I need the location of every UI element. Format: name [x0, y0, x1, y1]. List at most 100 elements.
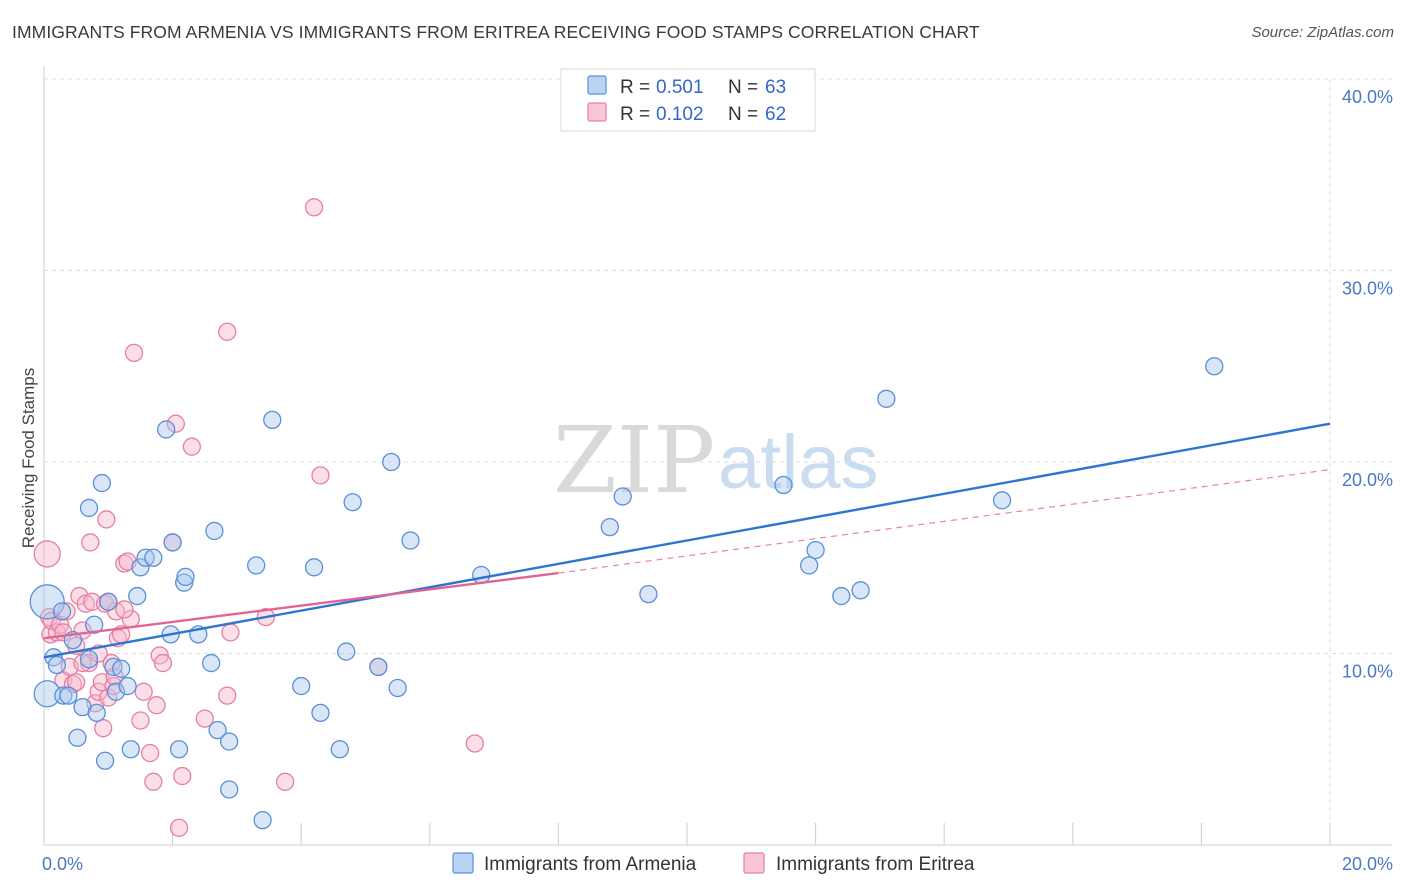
- point-armenia: [85, 615, 104, 634]
- legend-n-label-armenia: N =: [728, 77, 758, 98]
- point-eritrea: [275, 772, 295, 791]
- series-eritrea-points: [33, 198, 484, 837]
- trend-line-armenia: [43, 422, 1331, 659]
- point-eritrea: [166, 414, 185, 433]
- y-axis-label: Receiving Food Stamps: [19, 368, 38, 548]
- point-eritrea: [169, 818, 189, 837]
- legend-r-value-eritrea: 0.102: [656, 104, 704, 125]
- legend-n-value-eritrea: 62: [765, 104, 786, 125]
- point-armenia: [292, 676, 311, 696]
- trend-line-eritrea: [43, 571, 559, 640]
- point-eritrea: [115, 600, 134, 619]
- point-eritrea: [144, 772, 163, 791]
- axes: [43, 66, 1392, 846]
- point-armenia: [136, 548, 155, 567]
- point-armenia: [220, 780, 239, 799]
- point-armenia: [118, 676, 137, 696]
- point-armenia: [87, 703, 106, 723]
- point-armenia: [800, 556, 819, 575]
- point-armenia: [68, 728, 87, 747]
- point-eritrea: [33, 540, 61, 568]
- point-armenia: [401, 531, 420, 550]
- point-armenia: [121, 740, 140, 759]
- point-armenia: [330, 740, 349, 759]
- point-eritrea: [57, 602, 76, 621]
- point-armenia: [157, 420, 176, 439]
- y-tick-label: 30.0%: [1342, 279, 1393, 299]
- trend-extension-eritrea: [558, 469, 1331, 574]
- y-tick-label: 10.0%: [1342, 662, 1393, 682]
- point-armenia: [95, 751, 115, 770]
- stats-legend: R = 0.501 N = 63 R = 0.102 N = 62: [560, 68, 816, 132]
- point-armenia: [382, 452, 401, 472]
- point-armenia: [832, 586, 851, 606]
- point-armenia: [106, 682, 126, 701]
- x-tick-labels: 0.0% 20.0%: [42, 854, 1393, 874]
- point-armenia: [600, 517, 619, 537]
- point-armenia: [247, 556, 266, 575]
- point-eritrea: [134, 682, 153, 701]
- point-armenia: [79, 650, 99, 669]
- point-eritrea: [173, 766, 192, 786]
- watermark-atlas: atlas: [718, 420, 879, 505]
- bottom-legend-swatch-eritrea: [743, 852, 765, 874]
- legend-n-value-armenia: 63: [765, 77, 786, 98]
- point-armenia: [311, 703, 330, 723]
- point-armenia: [774, 475, 793, 495]
- point-armenia: [175, 573, 194, 592]
- x-tick-label: 20.0%: [1342, 854, 1393, 874]
- point-eritrea: [147, 696, 166, 715]
- point-eritrea: [131, 711, 150, 730]
- point-eritrea: [97, 510, 116, 529]
- point-eritrea: [76, 594, 95, 613]
- x-tick-label: 0.0%: [42, 854, 83, 874]
- point-armenia: [639, 584, 658, 604]
- point-armenia: [369, 657, 388, 677]
- series-armenia-points: [29, 357, 1224, 830]
- point-eritrea: [140, 743, 160, 763]
- point-armenia: [263, 410, 282, 430]
- point-armenia: [877, 389, 896, 408]
- chart-title: IMMIGRANTS FROM ARMENIA VS IMMIGRANTS FR…: [12, 22, 980, 42]
- point-armenia: [253, 810, 272, 830]
- bottom-legend-label-armenia: Immigrants from Armenia: [484, 854, 697, 875]
- point-armenia: [613, 487, 632, 506]
- point-armenia: [112, 659, 131, 678]
- point-armenia: [47, 655, 67, 675]
- y-tick-label: 20.0%: [1342, 470, 1393, 490]
- point-eritrea: [304, 198, 324, 217]
- point-armenia: [52, 602, 72, 621]
- point-armenia: [388, 678, 407, 698]
- point-eritrea: [218, 322, 237, 341]
- point-eritrea: [81, 533, 100, 552]
- point-armenia: [92, 473, 112, 493]
- point-armenia: [144, 548, 163, 567]
- point-eritrea: [182, 437, 202, 456]
- point-armenia: [54, 686, 73, 705]
- point-armenia: [806, 540, 825, 560]
- watermark: ZIP atlas: [553, 407, 879, 514]
- legend-swatch-armenia: [587, 75, 607, 95]
- point-armenia: [343, 493, 362, 512]
- point-eritrea: [311, 466, 330, 485]
- source-credit: Source: ZipAtlas.com: [1251, 24, 1394, 41]
- legend-r-value-armenia: 0.501: [656, 77, 704, 98]
- point-armenia: [220, 732, 239, 751]
- point-armenia: [169, 740, 189, 759]
- point-armenia: [99, 592, 118, 611]
- y-tick-label: 40.0%: [1342, 87, 1393, 107]
- point-armenia: [851, 581, 870, 600]
- point-armenia: [176, 567, 195, 587]
- point-armenia: [304, 558, 324, 577]
- grid-lines: [44, 78, 1392, 845]
- point-armenia: [29, 584, 65, 620]
- legend-n-label-eritrea: N =: [728, 104, 758, 125]
- point-armenia: [202, 653, 221, 673]
- legend-swatch-eritrea: [587, 102, 607, 122]
- bottom-legend-swatch-armenia: [452, 852, 474, 874]
- point-armenia: [163, 533, 182, 552]
- point-armenia: [59, 686, 78, 705]
- point-eritrea: [465, 734, 484, 753]
- point-eritrea: [124, 343, 144, 362]
